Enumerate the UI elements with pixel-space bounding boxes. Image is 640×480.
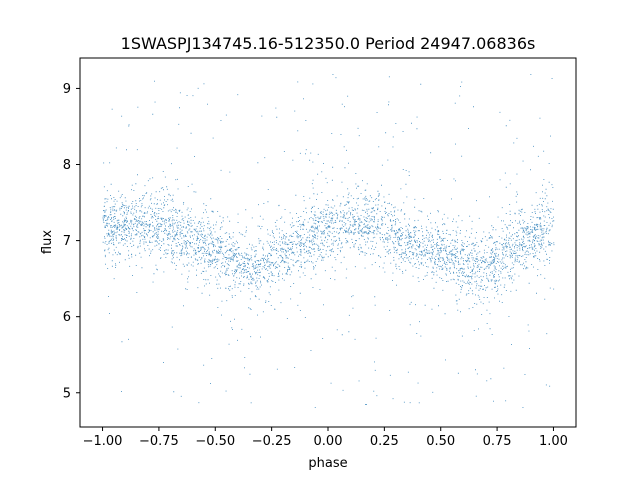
y-tick-label: 6 (63, 310, 71, 325)
x-tick-label: 0.00 (314, 434, 343, 449)
plot-frame (79, 57, 577, 428)
y-tick-label: 5 (63, 386, 71, 401)
x-tick-label: 0.50 (426, 434, 455, 449)
y-tick-label: 8 (63, 158, 71, 173)
y-tick-label: 7 (63, 234, 71, 249)
y-axis: 5 6 7 8 9 (63, 82, 80, 401)
y-tick-label: 9 (63, 82, 71, 97)
scatter-point-cloud (102, 74, 555, 408)
x-tick-label: −1.00 (83, 434, 123, 449)
data-points (102, 74, 555, 408)
x-axis-label: phase (308, 456, 347, 471)
chart-title: 1SWASPJ134745.16-512350.0 Period 24947.0… (121, 34, 536, 53)
x-tick-label: 1.00 (539, 434, 568, 449)
y-axis-label: flux (40, 230, 55, 254)
x-tick-label: 0.25 (370, 434, 399, 449)
x-tick-label: −0.50 (195, 434, 235, 449)
x-tick-label: 0.75 (483, 434, 512, 449)
x-tick-label: −0.75 (139, 434, 179, 449)
x-axis: −1.00 −0.75 −0.50 −0.25 0.00 0.25 0.50 0.75 1.00 (83, 427, 568, 449)
x-tick-label: −0.25 (252, 434, 292, 449)
